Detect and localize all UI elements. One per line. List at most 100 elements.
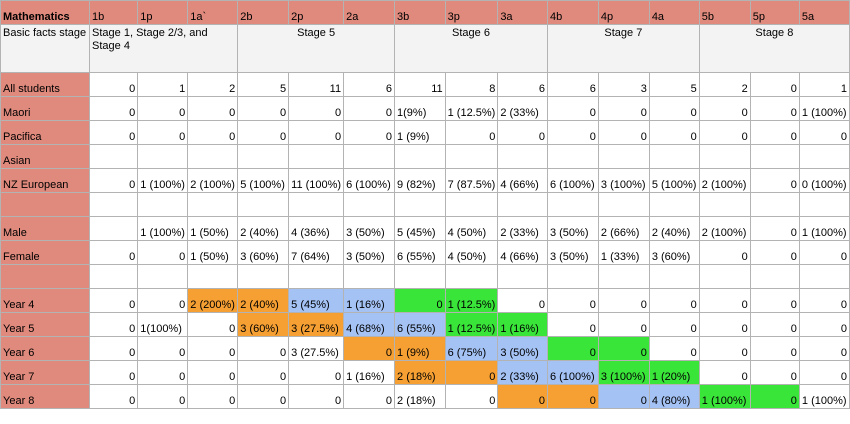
table-cell[interactable]: 0 <box>597 312 650 337</box>
row-label[interactable]: Basic facts stage <box>0 24 91 73</box>
table-cell[interactable]: 0 <box>597 120 650 145</box>
table-cell[interactable]: 0 <box>89 384 139 409</box>
table-cell[interactable]: 0 <box>546 336 599 361</box>
table-cell[interactable]: 0 <box>698 96 751 121</box>
table-cell[interactable]: 0 <box>749 168 800 193</box>
table-cell[interactable] <box>394 264 446 289</box>
table-cell[interactable]: 0 <box>187 120 239 145</box>
table-cell[interactable] <box>187 144 239 169</box>
stage-group-cell[interactable]: Stage 5 <box>237 24 396 73</box>
table-cell[interactable]: 0 <box>89 240 139 265</box>
table-cell[interactable]: 6 (100%) <box>546 360 599 385</box>
table-cell[interactable]: 0 <box>394 288 446 313</box>
table-cell[interactable]: 0 <box>597 336 650 361</box>
table-cell[interactable] <box>749 192 800 217</box>
table-cell[interactable]: 6 (100%) <box>546 168 599 193</box>
table-cell[interactable]: 2 (200%) <box>187 288 239 313</box>
table-cell[interactable] <box>698 264 751 289</box>
table-cell[interactable]: 6 (100%) <box>343 168 396 193</box>
table-cell[interactable] <box>648 192 700 217</box>
row-label[interactable]: Year 7 <box>0 360 91 385</box>
table-cell[interactable]: 0 <box>237 120 290 145</box>
table-cell[interactable]: 0 <box>749 288 800 313</box>
table-cell[interactable]: 0 <box>89 360 139 385</box>
table-cell[interactable]: 0 <box>798 120 850 145</box>
table-cell[interactable]: 5 (100%) <box>648 168 700 193</box>
table-cell[interactable] <box>89 264 139 289</box>
table-cell[interactable]: 0 <box>137 120 189 145</box>
row-label[interactable]: Year 8 <box>0 384 91 409</box>
table-cell[interactable]: 3 (50%) <box>546 216 599 241</box>
row-label[interactable] <box>0 264 91 289</box>
table-cell[interactable]: 3 (27.5%) <box>288 336 345 361</box>
table-cell[interactable]: 1 (50%) <box>187 240 239 265</box>
table-cell[interactable]: 1 (20%) <box>648 360 700 385</box>
table-cell[interactable] <box>497 192 548 217</box>
table-cell[interactable]: 0 <box>237 384 290 409</box>
table-cell[interactable]: 2 (100%) <box>698 216 751 241</box>
table-cell[interactable]: 0 <box>798 336 850 361</box>
table-cell[interactable] <box>394 144 446 169</box>
table-cell[interactable]: 2 (40%) <box>648 216 700 241</box>
table-cell[interactable]: 0 <box>137 288 189 313</box>
table-cell[interactable]: 0 <box>648 96 700 121</box>
table-cell[interactable]: 4 (66%) <box>497 168 548 193</box>
table-cell[interactable] <box>343 264 396 289</box>
table-cell[interactable]: 0 <box>497 288 548 313</box>
table-cell[interactable]: 0 <box>749 360 800 385</box>
table-cell[interactable]: 3 (27.5%) <box>288 312 345 337</box>
table-cell[interactable]: 2 (18%) <box>394 384 446 409</box>
table-cell[interactable] <box>597 144 650 169</box>
table-cell[interactable]: 0 <box>444 120 499 145</box>
table-cell[interactable]: 1 <box>798 72 850 97</box>
table-cell[interactable]: 0 <box>343 336 396 361</box>
table-cell[interactable]: 0 <box>89 312 139 337</box>
table-cell[interactable]: 4 (66%) <box>497 240 548 265</box>
table-cell[interactable]: 1 (100%) <box>798 216 850 241</box>
row-label[interactable]: Asian <box>0 144 91 169</box>
table-cell[interactable]: 0 <box>89 120 139 145</box>
table-cell[interactable]: 5 <box>648 72 700 97</box>
table-cell[interactable] <box>497 264 548 289</box>
table-cell[interactable]: 5 (45%) <box>394 216 446 241</box>
table-cell[interactable]: 1 (100%) <box>137 168 189 193</box>
row-label[interactable]: All students <box>0 72 91 97</box>
row-label[interactable]: Maori <box>0 96 91 121</box>
table-cell[interactable]: 0 <box>137 384 189 409</box>
table-cell[interactable] <box>798 144 850 169</box>
row-label[interactable]: Year 5 <box>0 312 91 337</box>
table-cell[interactable]: 5 (100%) <box>237 168 290 193</box>
table-cell[interactable]: 0 <box>497 384 548 409</box>
table-cell[interactable] <box>749 264 800 289</box>
table-cell[interactable]: 0 <box>648 120 700 145</box>
table-cell[interactable]: 0 <box>749 240 800 265</box>
table-cell[interactable]: 0 <box>749 312 800 337</box>
table-cell[interactable]: 0 <box>237 96 290 121</box>
table-cell[interactable] <box>648 144 700 169</box>
table-cell[interactable] <box>187 192 239 217</box>
table-cell[interactable]: 6 (55%) <box>394 240 446 265</box>
table-cell[interactable]: 4 (50%) <box>444 216 499 241</box>
table-cell[interactable]: 1 (16%) <box>343 288 396 313</box>
column-header[interactable]: 1a` <box>187 0 239 25</box>
table-cell[interactable]: 0 <box>597 96 650 121</box>
table-cell[interactable]: 7 (64%) <box>288 240 345 265</box>
table-cell[interactable]: 3 <box>597 72 650 97</box>
table-cell[interactable]: 0 <box>698 360 751 385</box>
table-cell[interactable]: 1 (12.5%) <box>444 96 499 121</box>
table-cell[interactable]: 0 <box>546 96 599 121</box>
stage-group-cell[interactable]: Stage 1, Stage 2/3, and Stage 4 <box>89 24 239 73</box>
table-cell[interactable]: 0 <box>187 96 239 121</box>
table-cell[interactable]: 1(9%) <box>394 96 446 121</box>
table-cell[interactable]: 1 (16%) <box>497 312 548 337</box>
table-cell[interactable]: 3 (50%) <box>343 240 396 265</box>
table-cell[interactable]: 11 (100%) <box>288 168 345 193</box>
column-header[interactable]: 5p <box>749 0 800 25</box>
table-cell[interactable]: 0 <box>343 96 396 121</box>
table-cell[interactable]: 0 <box>648 336 700 361</box>
table-cell[interactable]: 0 <box>546 120 599 145</box>
table-cell[interactable]: 2 <box>698 72 751 97</box>
table-cell[interactable] <box>89 216 139 241</box>
table-cell[interactable]: 1(100%) <box>137 312 189 337</box>
table-cell[interactable]: 0 <box>137 240 189 265</box>
